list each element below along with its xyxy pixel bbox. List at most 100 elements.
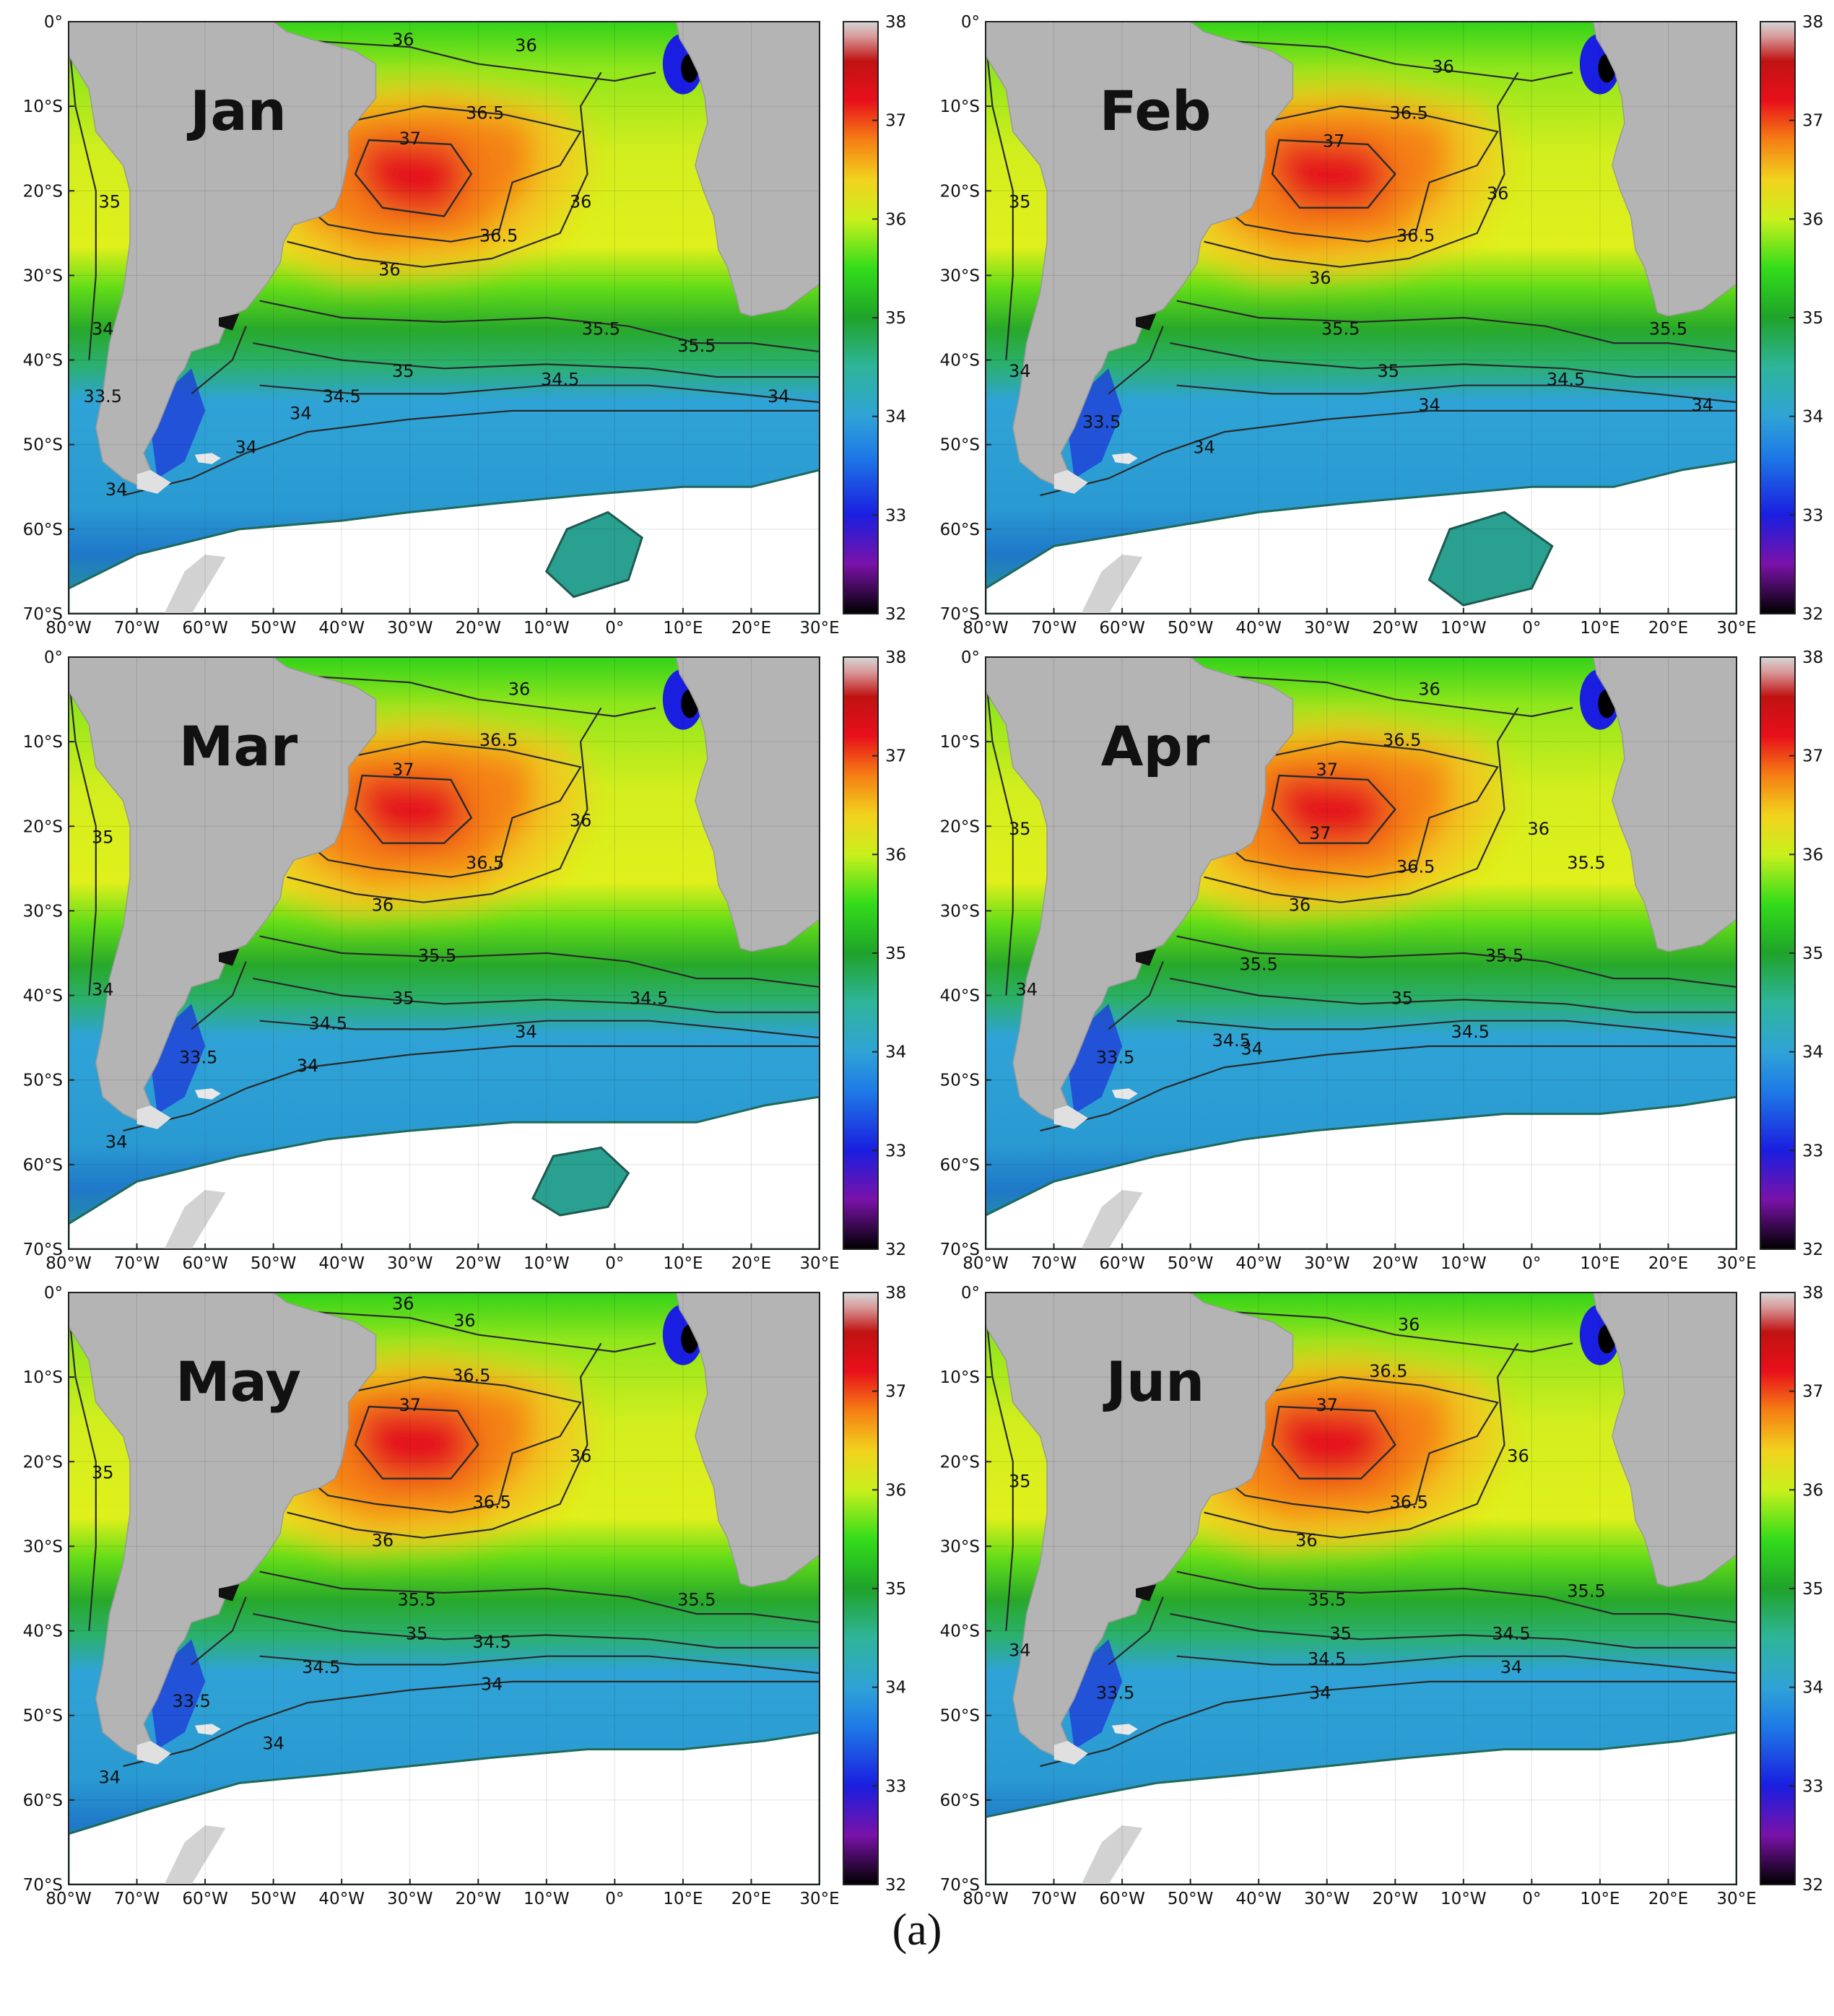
contour-37 (1271, 774, 1396, 844)
contour-line-1 (307, 1376, 582, 1513)
x-tick-label: 10°E (663, 1254, 703, 1271)
contour-line-1 (307, 105, 582, 243)
contour-label: 36.5 (1389, 1493, 1427, 1513)
contour-label: 34 (1009, 361, 1031, 381)
contour-line-4 (253, 978, 820, 1014)
contour-line-8 (986, 1309, 1014, 1631)
contour-line-1 (307, 740, 582, 878)
colorbar-tick-label: 34 (885, 1679, 906, 1698)
contour-label: 33.5 (179, 1047, 217, 1067)
contour-label: 35 (392, 361, 414, 381)
contour-label: 36 (372, 895, 394, 915)
x-tick-label: 80°W (962, 1890, 1009, 1906)
contour-label: 36 (1289, 895, 1311, 915)
contour-line-4 (1170, 342, 1737, 378)
y-tick-label: 0° (44, 648, 63, 667)
contour-line-5 (259, 384, 820, 404)
colorbar-tick-label: 33 (885, 506, 906, 525)
y-tick-label: 30°S (23, 266, 63, 285)
contour-line-6 (123, 409, 820, 497)
y-tick-label: 0° (44, 1284, 63, 1303)
contour-line-5 (1176, 384, 1737, 404)
ice-free-patch (531, 1146, 630, 1217)
x-tick-label: 10°E (663, 1890, 703, 1906)
contour-label: 35 (1391, 988, 1413, 1008)
contour-label: 34 (768, 386, 790, 407)
x-tick-label: 30°E (799, 1254, 839, 1271)
contour-label: 36 (570, 1446, 592, 1466)
x-tick-label: 30°E (1716, 619, 1756, 635)
contour-label: 37 (1323, 131, 1345, 151)
x-tick-label: 80°W (45, 1254, 92, 1271)
contour-label: 36 (392, 30, 414, 50)
y-tick-label: 40°S (23, 987, 63, 1006)
contour-label: 36 (1418, 679, 1440, 700)
y-tick-label: 70°S (23, 1876, 63, 1895)
contour-label: 35.5 (1485, 946, 1524, 966)
contour-label: 36.5 (466, 853, 504, 873)
x-tick-label: 40°W (318, 619, 365, 635)
contour-label: 34 (481, 1674, 503, 1695)
contour-line-5 (1176, 1655, 1737, 1674)
contour-label: 37 (399, 1395, 421, 1415)
contour-37 (354, 139, 473, 217)
y-tick-label: 50°S (940, 1072, 980, 1090)
contour-37 (354, 1405, 479, 1480)
colorbar-tick-label: 34 (1802, 1679, 1823, 1698)
x-tick-label: 50°W (1168, 1254, 1214, 1271)
y-tick-label: 10°S (940, 1368, 980, 1387)
x-tick-label: 20°E (1648, 1890, 1688, 1906)
contour-label: 34 (1240, 1039, 1263, 1059)
contour-label: 36 (508, 679, 531, 700)
contour-label: 35 (1329, 1623, 1352, 1643)
y-tick-label: 60°S (940, 1791, 980, 1810)
contour-label: 36 (1432, 56, 1454, 77)
colorbar-tick-label: 32 (885, 605, 906, 624)
x-tick-label: 10°W (1440, 619, 1487, 635)
map-area: 36 36.5 37 35 36 36.5 36 35.5 35 34.5 34.5 34 34 34 34… (69, 657, 820, 1249)
contour-line-8 (69, 38, 97, 360)
x-tick-label: 70°W (114, 1254, 160, 1271)
month-label: Feb (1100, 79, 1212, 143)
contour-line-0 (273, 1308, 656, 1353)
contour-37 (1271, 139, 1396, 209)
contour-label: 35.5 (1567, 1581, 1605, 1602)
y-tick-label: 60°S (23, 1791, 63, 1810)
x-tick-label: 30°E (1716, 1254, 1756, 1271)
colorbar-tick-label: 35 (1802, 944, 1823, 963)
colorbar-tick-label: 35 (885, 944, 906, 963)
x-tick-label: 50°W (1168, 1890, 1214, 1906)
colorbar-tick-label: 37 (885, 112, 906, 131)
contour-line-7 (191, 326, 247, 395)
contour-line-3 (259, 935, 820, 988)
map-area: 36 36 36.5 37 35 36 36.5 36 35.5 35.5 35 34.5 34.5 34… (69, 22, 820, 614)
contour-label: 36 (1309, 268, 1331, 288)
contour-line-8 (69, 1309, 97, 1631)
colorbar-tick-label: 36 (885, 1481, 906, 1500)
contour-line-0 (1190, 38, 1573, 82)
contour-label: 34 (1015, 980, 1038, 1000)
x-tick-label: 30°W (387, 619, 433, 635)
contour-label: 36 (372, 1530, 394, 1550)
colorbar-tick-label: 35 (1802, 309, 1823, 328)
y-tick-label: 20°S (940, 1453, 980, 1472)
tierra-del-fuego (136, 469, 171, 494)
salinity-37-core (355, 775, 471, 843)
contour-label: 35 (92, 1463, 114, 1483)
x-tick-label: 10°W (523, 1254, 570, 1271)
contour-label: 37 (399, 129, 421, 149)
contour-label: 36.5 (452, 1365, 490, 1386)
contour-line-2 (1204, 1342, 1519, 1539)
y-tick-label: 10°S (940, 733, 980, 752)
x-tick-label: 30°E (799, 1890, 839, 1906)
contour-label: 34 (297, 1056, 319, 1076)
contour-line-2 (287, 1342, 602, 1539)
tierra-del-fuego (1053, 1105, 1088, 1129)
contour-label: 36 (570, 192, 592, 212)
contour-line-0 (273, 38, 656, 82)
contour-label: 35.5 (1567, 853, 1605, 873)
y-tick-label: 60°S (940, 521, 980, 539)
x-tick-label: 20°E (1648, 619, 1688, 635)
colorbar-tick-label: 38 (885, 648, 906, 667)
colorbar-tick-label: 37 (1802, 112, 1823, 131)
